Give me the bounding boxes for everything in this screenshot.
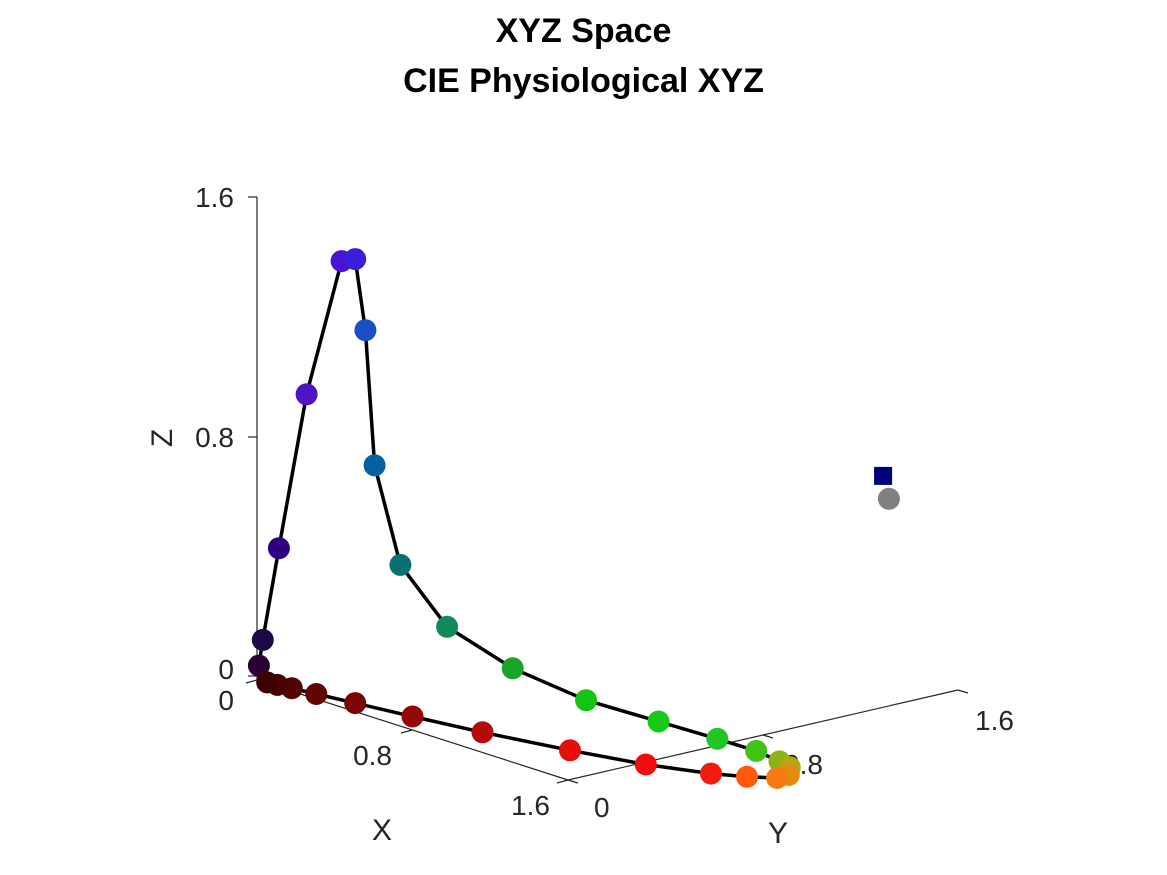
z-axis-label: Z [146,429,179,447]
spectral-point [363,454,386,477]
y-tick-label: 1.6 [975,705,1014,736]
spectral-point [766,767,789,789]
y-axis-label: Y [768,817,788,850]
spectral-point [736,765,758,788]
spectral-point [354,319,377,342]
spectral-point [745,739,768,762]
y-tick-mark [567,779,579,784]
z-tick-label: 0 [218,654,234,685]
spectral-point [389,553,412,576]
spectral-point [634,753,657,776]
spectral-point [647,710,670,733]
plot-layer [247,248,900,789]
white-point-square [874,466,893,485]
y-tick-mark [762,734,774,739]
x-tick-label: 0 [218,685,234,716]
z-tick-label: 0.8 [195,422,234,453]
spectral-point [575,689,598,712]
spectral-locus-line [257,257,792,780]
axes: 1.6 0.8 0 0 0.8 1.6 0 0.8 1.6 Z X Y [146,182,1014,850]
spectral-point [344,248,367,271]
spectral-point [401,705,424,728]
spectral-point [706,727,729,750]
y-tick-label: 0 [594,792,610,823]
x-tick-mark [556,779,569,784]
x-axis-line [256,679,569,781]
spectral-point [256,671,279,694]
x-axis-label: X [372,814,392,847]
spectral-point [295,383,318,406]
x-tick-mark [245,679,258,684]
spectral-point [247,654,270,677]
z-tick-label: 1.6 [195,182,234,213]
spectral-point [251,628,274,651]
chart-subtitle: CIE Physiological XYZ [403,62,764,100]
x-tick-mark [400,729,413,734]
white-point-circle [877,487,900,510]
spectral-point [501,657,524,680]
spectral-point [305,683,328,705]
chart-title: XYZ Space [495,12,672,50]
spectral-point [559,739,581,762]
spectral-point [700,762,722,785]
spectral-point [344,692,367,715]
spectral-point [436,615,459,638]
x-tick-label: 0.8 [353,740,392,771]
x-tick-label: 1.6 [511,790,550,821]
y-tick-mark [957,689,969,694]
spectral-point [267,537,290,560]
spectral-point [471,721,494,744]
